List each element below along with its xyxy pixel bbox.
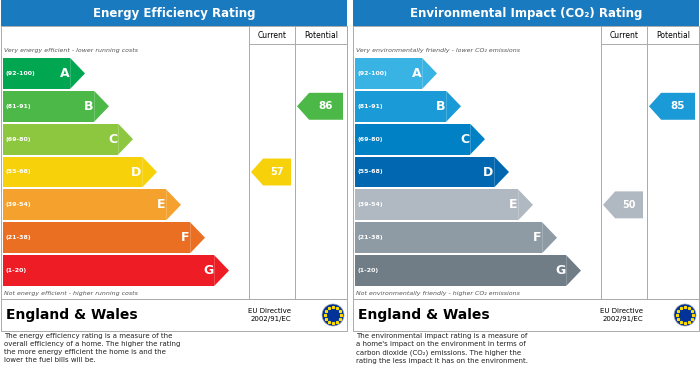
Circle shape (674, 304, 696, 326)
Text: F: F (533, 231, 541, 244)
Text: The environmental impact rating is a measure of
a home's impact on the environme: The environmental impact rating is a mea… (356, 333, 528, 364)
Bar (355, 58, 422, 89)
Text: Not environmentally friendly - higher CO₂ emissions: Not environmentally friendly - higher CO… (356, 291, 520, 296)
Text: E: E (157, 198, 165, 212)
Text: (1-20): (1-20) (358, 268, 379, 273)
Text: E: E (509, 198, 517, 212)
Bar (355, 156, 494, 187)
Text: 85: 85 (671, 101, 685, 111)
Text: C: C (108, 133, 117, 145)
Text: (92-100): (92-100) (358, 71, 388, 76)
Bar (355, 222, 542, 253)
Bar (355, 91, 446, 122)
Bar (3, 255, 214, 286)
Circle shape (322, 304, 344, 326)
Text: (81-91): (81-91) (358, 104, 384, 109)
Text: The energy efficiency rating is a measure of the
overall efficiency of a home. T: The energy efficiency rating is a measur… (4, 333, 181, 363)
Text: EU Directive
2002/91/EC: EU Directive 2002/91/EC (248, 308, 291, 322)
Text: A: A (60, 67, 69, 80)
Text: F: F (181, 231, 189, 244)
Text: B: B (84, 100, 93, 113)
Text: EU Directive
2002/91/EC: EU Directive 2002/91/EC (600, 308, 643, 322)
Polygon shape (142, 156, 157, 187)
Polygon shape (649, 93, 695, 120)
Text: Very energy efficient - lower running costs: Very energy efficient - lower running co… (4, 48, 138, 53)
Text: G: G (203, 264, 214, 277)
Text: B: B (435, 100, 445, 113)
Polygon shape (518, 189, 533, 220)
Bar (3, 156, 142, 187)
Text: (92-100): (92-100) (6, 71, 36, 76)
Text: Current: Current (258, 30, 286, 39)
Text: 86: 86 (318, 101, 333, 111)
Bar (355, 124, 470, 154)
Polygon shape (70, 58, 85, 89)
Text: England & Wales: England & Wales (358, 308, 489, 322)
Text: (21-38): (21-38) (6, 235, 32, 240)
Text: (39-54): (39-54) (6, 203, 32, 207)
Polygon shape (214, 255, 229, 286)
Text: G: G (555, 264, 565, 277)
Text: Very environmentally friendly - lower CO₂ emissions: Very environmentally friendly - lower CO… (356, 48, 520, 53)
Polygon shape (494, 156, 509, 187)
Text: (69-80): (69-80) (6, 136, 32, 142)
Bar (1, 0, 347, 26)
Text: Environmental Impact (CO₂) Rating: Environmental Impact (CO₂) Rating (410, 7, 642, 20)
Text: C: C (460, 133, 469, 145)
Bar (3, 222, 190, 253)
Bar (355, 189, 518, 220)
Bar (353, 26, 699, 299)
Text: (81-91): (81-91) (6, 104, 32, 109)
Text: (55-68): (55-68) (358, 170, 384, 174)
Text: (1-20): (1-20) (6, 268, 27, 273)
Polygon shape (542, 222, 557, 253)
Bar (353, 299, 699, 331)
Polygon shape (446, 91, 461, 122)
Text: Energy Efficiency Rating: Energy Efficiency Rating (92, 7, 256, 20)
Text: 50: 50 (622, 200, 636, 210)
Bar (355, 255, 566, 286)
Polygon shape (251, 158, 291, 185)
Polygon shape (118, 124, 133, 154)
Polygon shape (94, 91, 109, 122)
Polygon shape (190, 222, 205, 253)
Text: A: A (412, 67, 421, 80)
Bar (1, 26, 347, 299)
Polygon shape (470, 124, 485, 154)
Bar (3, 189, 166, 220)
Text: Potential: Potential (656, 30, 690, 39)
Bar (353, 0, 699, 26)
Text: (55-68): (55-68) (6, 170, 32, 174)
Text: Current: Current (610, 30, 638, 39)
Text: Not energy efficient - higher running costs: Not energy efficient - higher running co… (4, 291, 138, 296)
Text: (39-54): (39-54) (358, 203, 384, 207)
Bar (3, 124, 118, 154)
Text: D: D (483, 165, 493, 179)
Polygon shape (166, 189, 181, 220)
Text: (69-80): (69-80) (358, 136, 384, 142)
Bar (3, 58, 70, 89)
Polygon shape (422, 58, 437, 89)
Text: 57: 57 (270, 167, 284, 177)
Text: D: D (131, 165, 141, 179)
Bar (3, 91, 94, 122)
Polygon shape (603, 191, 643, 218)
Text: England & Wales: England & Wales (6, 308, 138, 322)
Text: (21-38): (21-38) (358, 235, 384, 240)
Polygon shape (297, 93, 343, 120)
Bar (1, 299, 347, 331)
Polygon shape (566, 255, 581, 286)
Text: Potential: Potential (304, 30, 338, 39)
